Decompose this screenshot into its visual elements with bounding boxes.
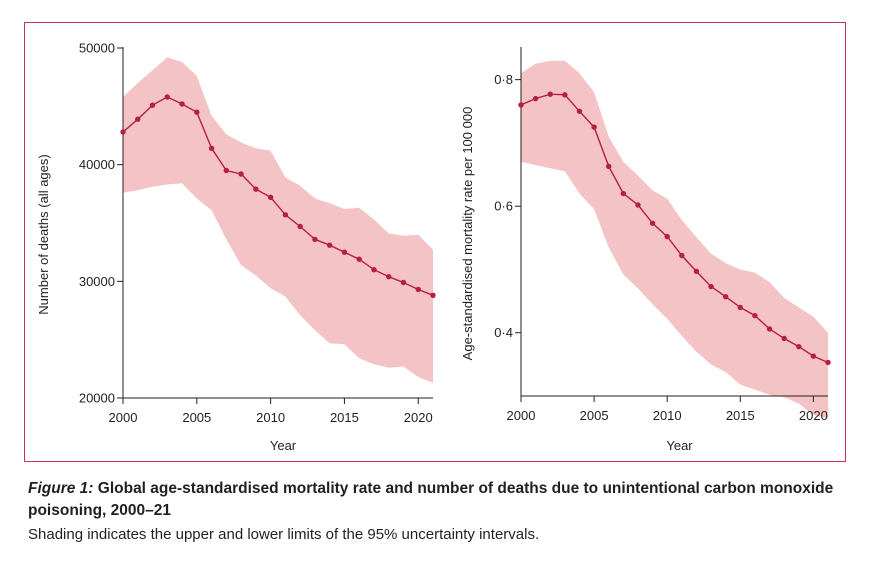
data-point: [620, 190, 627, 197]
data-point: [825, 359, 831, 366]
figure-label: Figure 1:: [28, 480, 94, 497]
chart-panel-2: 0·4 0·6 0·8 2000 2005 2010 2015 2020 Year Age-sta…: [460, 47, 831, 453]
x-axis-label: Year: [270, 438, 297, 453]
data-point: [238, 171, 244, 177]
data-point: [576, 108, 583, 114]
data-point: [253, 186, 259, 192]
data-point: [796, 343, 802, 350]
data-point: [635, 202, 641, 208]
data-point: [649, 220, 656, 226]
x-tick-label: 2005: [182, 410, 211, 425]
uncertainty-band: [123, 57, 433, 383]
uncertainty-band: [521, 60, 828, 419]
y-tick-label: 0·6: [494, 199, 513, 214]
data-point: [591, 124, 597, 130]
data-point: [326, 242, 333, 248]
data-point: [149, 102, 156, 108]
data-point: [722, 293, 729, 300]
data-point: [415, 286, 421, 293]
data-point: [194, 109, 200, 115]
x-tick-label: 2015: [330, 410, 359, 425]
y-tick-label: 30000: [79, 274, 115, 289]
data-point: [708, 283, 714, 290]
data-point: [606, 163, 612, 170]
data-point: [282, 212, 289, 218]
data-point: [400, 279, 407, 286]
y-tick-label: 0·4: [494, 325, 513, 340]
figure-frame: [24, 22, 846, 462]
data-point: [737, 304, 743, 311]
x-tick-label: 2010: [256, 410, 285, 425]
data-point: [223, 167, 230, 174]
x-tick-label: 2015: [726, 408, 755, 423]
data-point: [766, 326, 773, 332]
data-point: [781, 335, 787, 342]
data-point: [341, 249, 348, 255]
data-point: [547, 91, 553, 97]
x-tick-label: 2020: [799, 408, 828, 423]
x-tick-label: 2020: [404, 410, 433, 425]
y-axis-label: Age-standardised mortality rate per 100 …: [460, 107, 475, 361]
data-point: [297, 223, 303, 230]
y-tick-label: 40000: [79, 157, 115, 172]
data-point: [135, 116, 141, 122]
figure-caption: Figure 1: Global age-standardised mortal…: [28, 478, 868, 546]
data-point: [562, 92, 568, 98]
data-point: [430, 292, 436, 299]
data-point: [356, 256, 362, 262]
data-point: [386, 273, 392, 280]
caption-note: Shading indicates the upper and lower li…: [28, 526, 540, 543]
data-point: [810, 353, 817, 359]
x-tick-label: 2010: [653, 408, 682, 423]
data-point: [179, 101, 185, 107]
x-tick-label: 2000: [507, 408, 536, 423]
data-point: [312, 236, 318, 243]
series-line: [122, 96, 434, 296]
chart-panel-1: 20000 30000 40000 50000 2000 2005 2010 2015 2020…: [36, 41, 436, 453]
x-tick-label: 2000: [109, 410, 138, 425]
data-point: [752, 312, 758, 319]
data-point: [693, 268, 700, 275]
data-point: [532, 95, 539, 102]
y-tick-label: 50000: [79, 41, 115, 56]
data-point: [664, 233, 670, 240]
data-point: [679, 252, 685, 259]
data-point: [120, 129, 126, 135]
y-tick-label: 20000: [79, 391, 115, 406]
y-tick-label: 0·8: [494, 72, 513, 87]
series-line: [520, 93, 829, 364]
data-point: [371, 266, 377, 273]
data-point: [267, 194, 274, 201]
caption-title-text: Global age-standardised mortality rate a…: [28, 480, 834, 519]
x-axis-label: Year: [666, 438, 693, 453]
x-tick-label: 2005: [580, 408, 609, 423]
data-point: [208, 145, 215, 152]
y-axis-label: Number of deaths (all ages): [36, 154, 51, 314]
data-point: [518, 102, 524, 108]
caption-title: Figure 1: Global age-standardised mortal…: [28, 478, 868, 522]
data-point: [164, 94, 170, 100]
